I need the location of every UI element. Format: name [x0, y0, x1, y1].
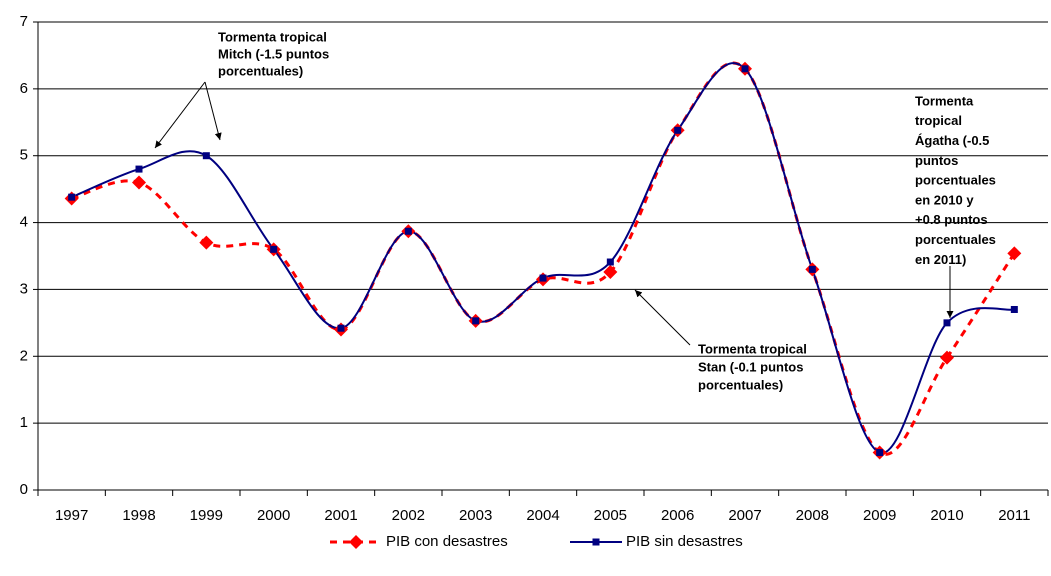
- annotation: porcentuales): [698, 377, 783, 392]
- legend-marker: [349, 535, 363, 549]
- annotation: Mitch (-1.5 puntos: [218, 46, 329, 61]
- series-line: [71, 62, 1015, 454]
- arrow: [154, 81, 206, 149]
- annotation: Stan (-0.1 puntos: [698, 359, 803, 374]
- annotation: Ágatha (-0.5: [915, 133, 989, 148]
- series-line: [71, 61, 1016, 456]
- x-tick-label: 2008: [796, 507, 829, 524]
- x-tick-label: 2001: [324, 507, 357, 524]
- point: [472, 317, 480, 325]
- x-tick-label: 2000: [257, 507, 290, 524]
- point: [940, 350, 954, 365]
- x-tick-label: 2010: [930, 507, 963, 524]
- annotation: puntos: [915, 153, 958, 168]
- x-tick-label: 2002: [392, 507, 425, 524]
- y-tick-label: 7: [20, 13, 28, 30]
- x-tick-label: 2004: [526, 507, 559, 524]
- x-tick-label: 1998: [122, 507, 155, 524]
- point: [876, 449, 884, 457]
- point: [808, 265, 816, 273]
- point: [741, 65, 749, 73]
- point: [202, 152, 210, 160]
- arrow: [204, 81, 222, 141]
- point: [1007, 246, 1022, 261]
- x-tick-label: 2005: [594, 507, 627, 524]
- x-tick-label: 2009: [863, 507, 896, 524]
- x-tick-label: 1997: [55, 507, 88, 524]
- point: [1010, 305, 1018, 313]
- point: [606, 258, 614, 266]
- x-tick-label: 1999: [190, 507, 223, 524]
- point: [199, 235, 214, 250]
- y-tick-label: 0: [20, 481, 28, 498]
- annotation: Tormenta tropical: [698, 341, 807, 356]
- x-tick-label: 2003: [459, 507, 492, 524]
- point: [68, 193, 76, 201]
- point: [539, 274, 547, 282]
- arrows: [154, 81, 954, 346]
- point: [135, 165, 143, 173]
- y-tick-label: 5: [20, 147, 28, 164]
- point: [132, 175, 146, 190]
- annotation: Tormenta tropical: [218, 29, 327, 44]
- point: [943, 319, 951, 327]
- point: [603, 265, 618, 280]
- annotation: en 2010 y: [915, 192, 974, 207]
- x-tick-label: 2007: [728, 507, 761, 524]
- y-tick-label: 2: [20, 347, 28, 364]
- annotation: tropical: [915, 113, 962, 128]
- legend-marker: [592, 538, 600, 546]
- point: [270, 245, 278, 253]
- y-tick-label: 4: [20, 214, 28, 231]
- x-tick-label: 2011: [998, 507, 1030, 524]
- annotation: porcentuales: [915, 173, 996, 188]
- y-tick-label: 6: [20, 80, 28, 97]
- point: [674, 126, 682, 134]
- annotation: porcentuales: [915, 232, 996, 247]
- arrow: [634, 289, 691, 346]
- annotation: porcentuales): [218, 63, 303, 78]
- legend-label: PIB con desastres: [386, 533, 508, 550]
- annotation: en 2011): [915, 252, 966, 267]
- y-tick-label: 3: [20, 280, 28, 297]
- point: [404, 227, 412, 235]
- annotation: +0.8 puntos: [915, 212, 988, 227]
- x-tick-label: 2006: [661, 507, 694, 524]
- y-tick-label: 1: [20, 414, 28, 431]
- legend-label: PIB sin desastres: [626, 533, 743, 550]
- point: [337, 324, 345, 332]
- annotation: Tormenta: [915, 93, 974, 108]
